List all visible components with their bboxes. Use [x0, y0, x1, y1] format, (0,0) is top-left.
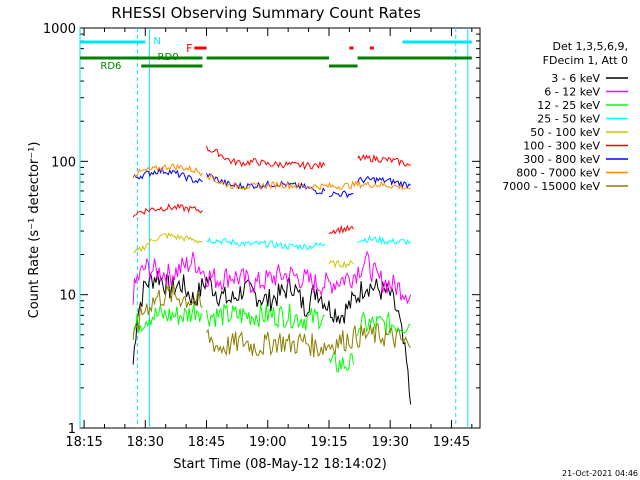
- series-line-8-segment-2: [206, 172, 411, 191]
- series-line-6-segment-3: [328, 224, 354, 235]
- series-line-7-segment-3: [328, 190, 354, 199]
- series-line-5-segment-2: [328, 260, 354, 269]
- series-line-3-segment-4: [357, 311, 411, 337]
- plot-frame: [79, 27, 481, 429]
- flare-annotation: F: [186, 42, 192, 55]
- x-tick-label: 19:00: [249, 435, 286, 450]
- series-line-3-segment-1: [132, 304, 203, 336]
- series-line-8-segment-1: [132, 163, 203, 178]
- y-axis-label: Count Rate (s⁻¹ detector⁻¹): [27, 142, 42, 319]
- legend-label-3: 12 - 25 keV: [537, 99, 600, 112]
- x-tick-label: 18:15: [65, 435, 102, 450]
- series-line-6-segment-1: [132, 202, 203, 218]
- chart-title: RHESSI Observing Summary Count Rates: [111, 4, 421, 22]
- series-line-2-segment-1: [132, 250, 412, 305]
- legend-header-line-2: FDecim 1, Att 0: [543, 54, 628, 67]
- y-tick-label: 100: [51, 155, 76, 170]
- series-line-3-segment-3: [328, 352, 354, 374]
- legend-label-2: 6 - 12 keV: [544, 86, 600, 99]
- series-line-9-segment-1: [132, 283, 203, 341]
- legend-label-6: 100 - 300 keV: [523, 140, 600, 153]
- series-line-6-segment-2: [206, 145, 326, 171]
- rd6-annotation: RD6: [100, 61, 121, 72]
- y-tick-label: 10: [59, 289, 76, 304]
- legend-label-1: 3 - 6 keV: [551, 72, 600, 85]
- legend-label-8: 800 - 7000 keV: [516, 167, 600, 180]
- y-tick-label: 1000: [43, 22, 76, 37]
- series-line-7-segment-1: [132, 166, 203, 184]
- series-line-5-segment-1: [132, 232, 203, 254]
- series-line-6-segment-4: [357, 153, 411, 167]
- series-line-3-segment-2: [206, 303, 325, 331]
- x-tick-label: 18:30: [127, 435, 164, 450]
- x-tick-label: 19:30: [371, 435, 408, 450]
- series-line-1-segment-1: [132, 271, 412, 405]
- footer-timestamp: 21-Oct-2021 04:46: [562, 469, 638, 478]
- x-axis-label: Start Time (08-May-12 18:14:02): [173, 457, 387, 472]
- rd0-annotation: RD0: [158, 52, 179, 63]
- x-tick-label: 18:45: [188, 435, 225, 450]
- x-tick-label: 19:15: [310, 435, 347, 450]
- legend-label-4: 25 - 50 keV: [537, 113, 600, 126]
- night-annotation: N: [153, 36, 160, 47]
- legend-label-7: 300 - 800 keV: [523, 153, 600, 166]
- legend-label-9: 7000 - 15000 keV: [502, 180, 600, 193]
- series-line-7-segment-2: [206, 173, 326, 195]
- plot-layer: 1 10 100 1000 18:15 18:30 18:45 19:00 19:15 19:30…: [43, 22, 628, 450]
- series-line-7-segment-4: [357, 175, 411, 190]
- x-tick-label: 19:45: [433, 435, 470, 450]
- legend-header-line-1: Det 1,3,5,6,9,: [552, 40, 628, 53]
- series-line-4-segment-1: [206, 237, 326, 251]
- series-line-4-segment-2: [357, 234, 411, 246]
- series-line-9-segment-2: [206, 322, 411, 358]
- y-tick-label: 1: [68, 422, 76, 437]
- legend-label-5: 50 - 100 keV: [530, 126, 600, 139]
